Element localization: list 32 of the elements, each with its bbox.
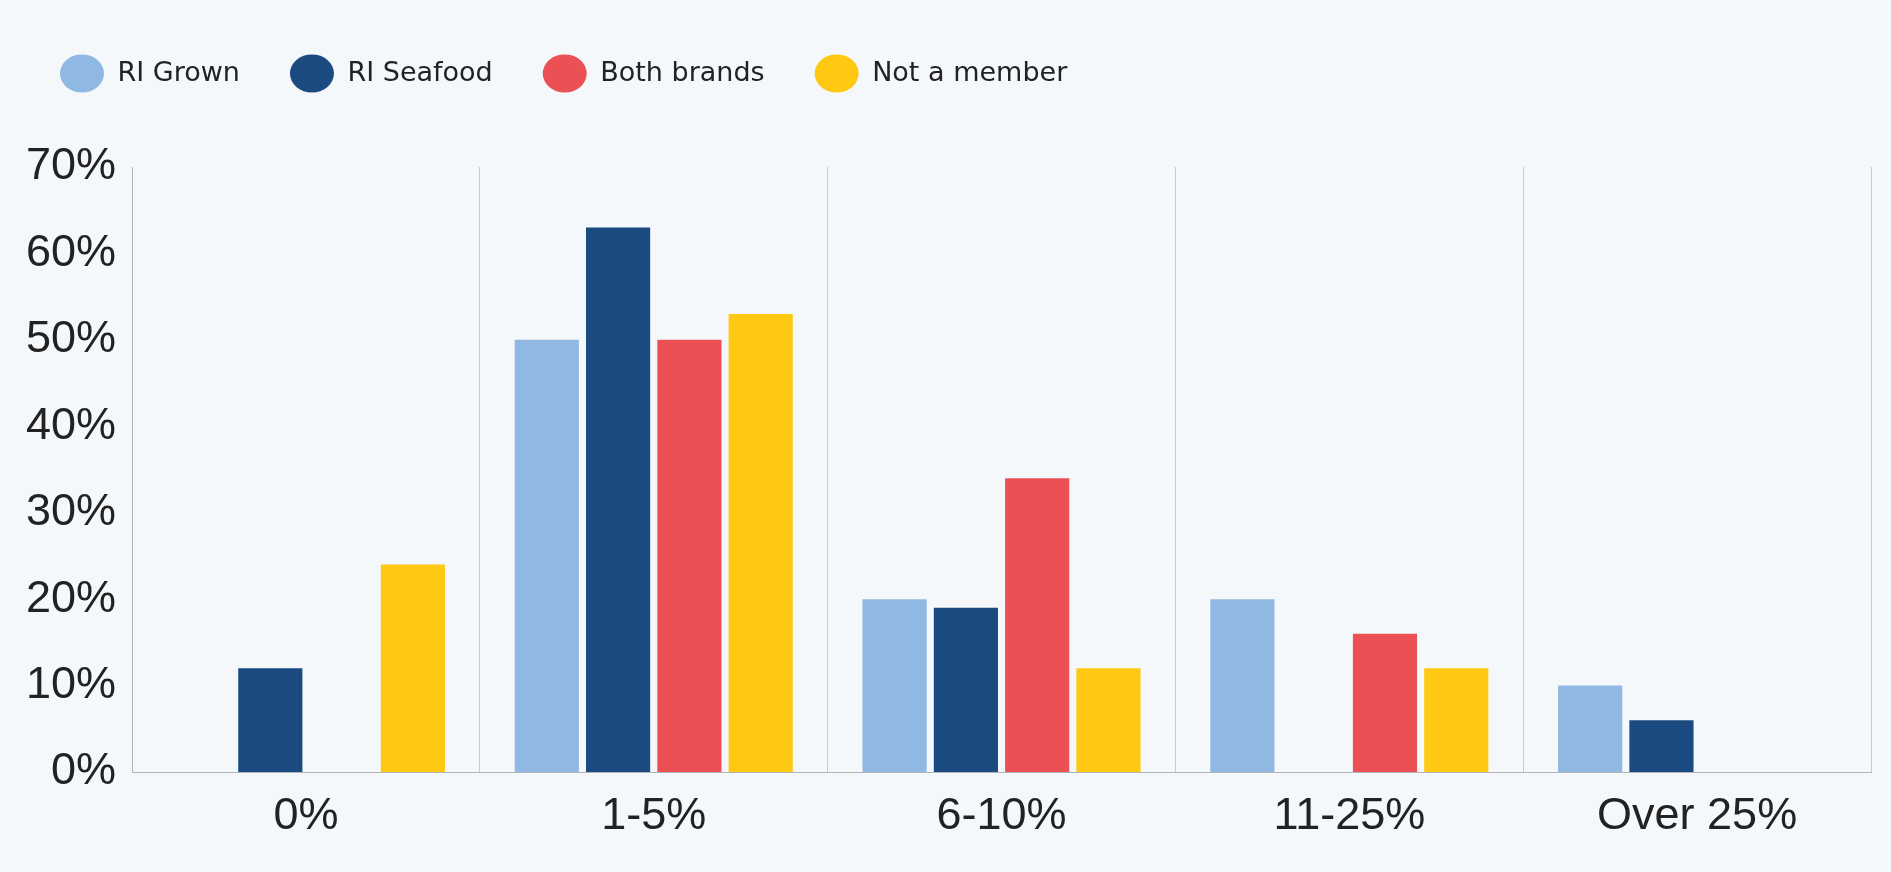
y-tick-label: 10%: [25, 656, 117, 708]
y-tick-label: 0%: [51, 743, 117, 795]
x-tick-label: 6-10%: [936, 788, 1067, 840]
y-tick-label: 60%: [25, 224, 117, 276]
legend-label: RI Grown: [117, 55, 240, 87]
legend-label: Both brands: [600, 55, 765, 87]
bar: [1210, 599, 1275, 772]
bar: [1005, 478, 1070, 772]
x-tick-label: 11-25%: [1273, 788, 1426, 840]
legend-label: Not a member: [872, 55, 1069, 87]
bar: [657, 339, 722, 772]
bar: [586, 227, 651, 772]
y-tick-label: 50%: [25, 311, 117, 363]
bar: [238, 668, 303, 772]
y-tick-label: 30%: [25, 484, 117, 536]
bar: [1629, 720, 1694, 772]
x-tick-label: 0%: [273, 788, 339, 840]
bar: [1558, 685, 1623, 772]
bar: [728, 313, 793, 772]
y-tick-label: 20%: [25, 570, 117, 622]
bar: [1076, 668, 1141, 772]
bar: [1352, 633, 1418, 772]
bar: [380, 564, 445, 772]
bar: [1424, 668, 1489, 772]
legend-label: RI Seafood: [347, 55, 493, 87]
x-tick-label: Over 25%: [1597, 788, 1798, 840]
bar: [862, 599, 927, 772]
y-tick-label: 70%: [25, 138, 117, 190]
x-tick-label: 1-5%: [601, 788, 707, 840]
y-tick-label: 40%: [25, 397, 117, 449]
bar: [933, 607, 998, 772]
bar: [514, 339, 579, 772]
